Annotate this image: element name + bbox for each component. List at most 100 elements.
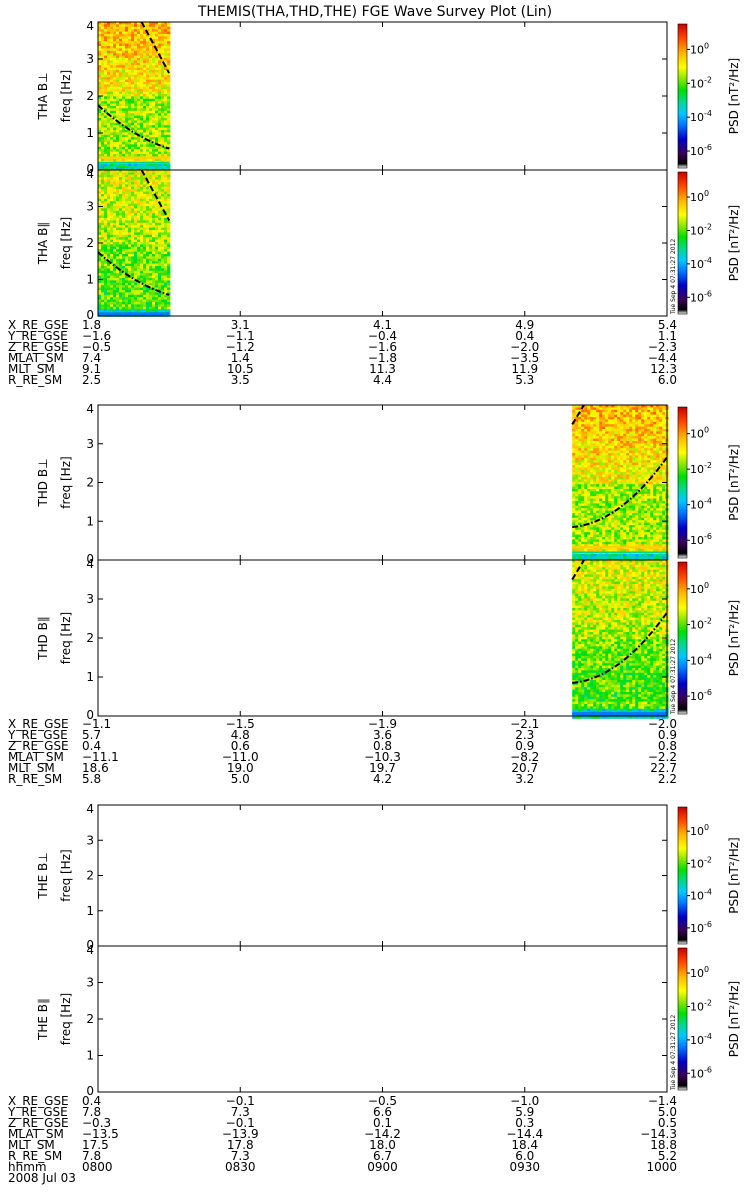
- psd-cell: [614, 493, 618, 497]
- psd-cell: [149, 103, 153, 107]
- psd-cell: [131, 36, 135, 40]
- psd-cell: [587, 436, 591, 439]
- psd-cell: [626, 443, 630, 447]
- psd-cell: [110, 43, 114, 47]
- psd-cell: [623, 532, 627, 535]
- psd-cell: [140, 174, 144, 178]
- psd-cell: [155, 261, 159, 264]
- psd-cell: [161, 299, 165, 303]
- psd-cell: [125, 134, 129, 138]
- psd-cell: [593, 498, 597, 502]
- psd-cell: [617, 510, 621, 514]
- psd-cell: [122, 120, 126, 124]
- psd-cell: [128, 304, 132, 308]
- psd-cell: [155, 210, 159, 214]
- psd-cell: [632, 453, 636, 456]
- psd-cell: [656, 505, 660, 509]
- psd-cell: [101, 89, 105, 92]
- psd-cell: [662, 443, 666, 447]
- psd-cell: [623, 498, 627, 502]
- psd-cell: [596, 520, 600, 523]
- psd-cell: [575, 503, 579, 507]
- psd-cell: [599, 479, 603, 483]
- psd-cell: [602, 498, 606, 502]
- psd-cell: [584, 503, 588, 507]
- psd-cell: [98, 48, 102, 52]
- psd-cell: [137, 120, 141, 124]
- psd-cell: [167, 101, 171, 104]
- psd-cell: [140, 79, 144, 83]
- psd-cell: [167, 103, 171, 107]
- psd-cell: [638, 453, 642, 456]
- psd-cell: [149, 237, 153, 240]
- psd-cell: [122, 280, 126, 284]
- psd-cell: [167, 36, 171, 40]
- psd-cell: [605, 433, 609, 437]
- psd-cell: [110, 127, 114, 131]
- psd-cell: [596, 467, 600, 471]
- psd-cell: [626, 429, 630, 432]
- psd-cell: [104, 103, 108, 107]
- psd-cell: [131, 220, 135, 224]
- psd-cell: [110, 208, 114, 212]
- psd-cell: [152, 309, 156, 312]
- psd-cell: [656, 441, 660, 444]
- psd-cell: [653, 501, 657, 504]
- psd-cell: [116, 256, 120, 260]
- psd-cell: [158, 74, 162, 78]
- psd-cell: [134, 58, 138, 61]
- psd-cell: [119, 242, 123, 245]
- psd-cell: [128, 230, 132, 233]
- psd-cell: [101, 166, 105, 169]
- psd-cell: [125, 158, 129, 162]
- psd-cell: [152, 154, 156, 157]
- psd-cell: [620, 429, 624, 432]
- psd-cell: [98, 132, 102, 136]
- psd-cell: [152, 297, 156, 300]
- psd-cell: [605, 405, 609, 408]
- psd-cell: [128, 189, 132, 192]
- psd-cell: [122, 309, 126, 312]
- psd-cell: [113, 134, 117, 138]
- psd-cell: [155, 275, 159, 279]
- psd-cell: [584, 474, 588, 478]
- psd-cell: [113, 306, 117, 310]
- psd-cell: [137, 194, 141, 197]
- psd-cell: [134, 198, 138, 202]
- psd-cell: [611, 513, 615, 516]
- psd-cell: [581, 407, 585, 411]
- psd-cell: [122, 184, 126, 188]
- psd-cell: [590, 479, 594, 483]
- psd-cell: [119, 282, 123, 286]
- psd-cell: [113, 146, 117, 150]
- psd-cell: [119, 24, 123, 28]
- psd-cell: [131, 34, 135, 37]
- psd-cell: [647, 505, 651, 509]
- psd-cell: [137, 144, 141, 148]
- psd-cell: [614, 455, 618, 459]
- psd-cell: [119, 220, 123, 224]
- psd-cell: [635, 534, 639, 538]
- psd-cell: [152, 108, 156, 112]
- psd-cell: [107, 294, 111, 298]
- psd-cell: [137, 166, 141, 169]
- psd-cell: [662, 532, 666, 535]
- psd-cell: [647, 431, 651, 435]
- psd-cell: [125, 89, 129, 92]
- psd-cell: [146, 220, 150, 224]
- psd-cell: [626, 419, 630, 423]
- psd-cell: [572, 539, 576, 543]
- psd-cell: [119, 232, 123, 236]
- psd-cell: [122, 58, 126, 61]
- psd-cell: [137, 70, 141, 73]
- psd-cell: [662, 465, 666, 468]
- psd-cell: [143, 201, 147, 204]
- psd-cell: [140, 280, 144, 284]
- psd-cell: [614, 513, 618, 516]
- psd-cell: [617, 503, 621, 507]
- psd-cell: [626, 441, 630, 444]
- psd-cell: [641, 467, 645, 471]
- psd-cell: [116, 118, 120, 121]
- psd-cell: [611, 537, 615, 540]
- psd-cell: [128, 210, 132, 214]
